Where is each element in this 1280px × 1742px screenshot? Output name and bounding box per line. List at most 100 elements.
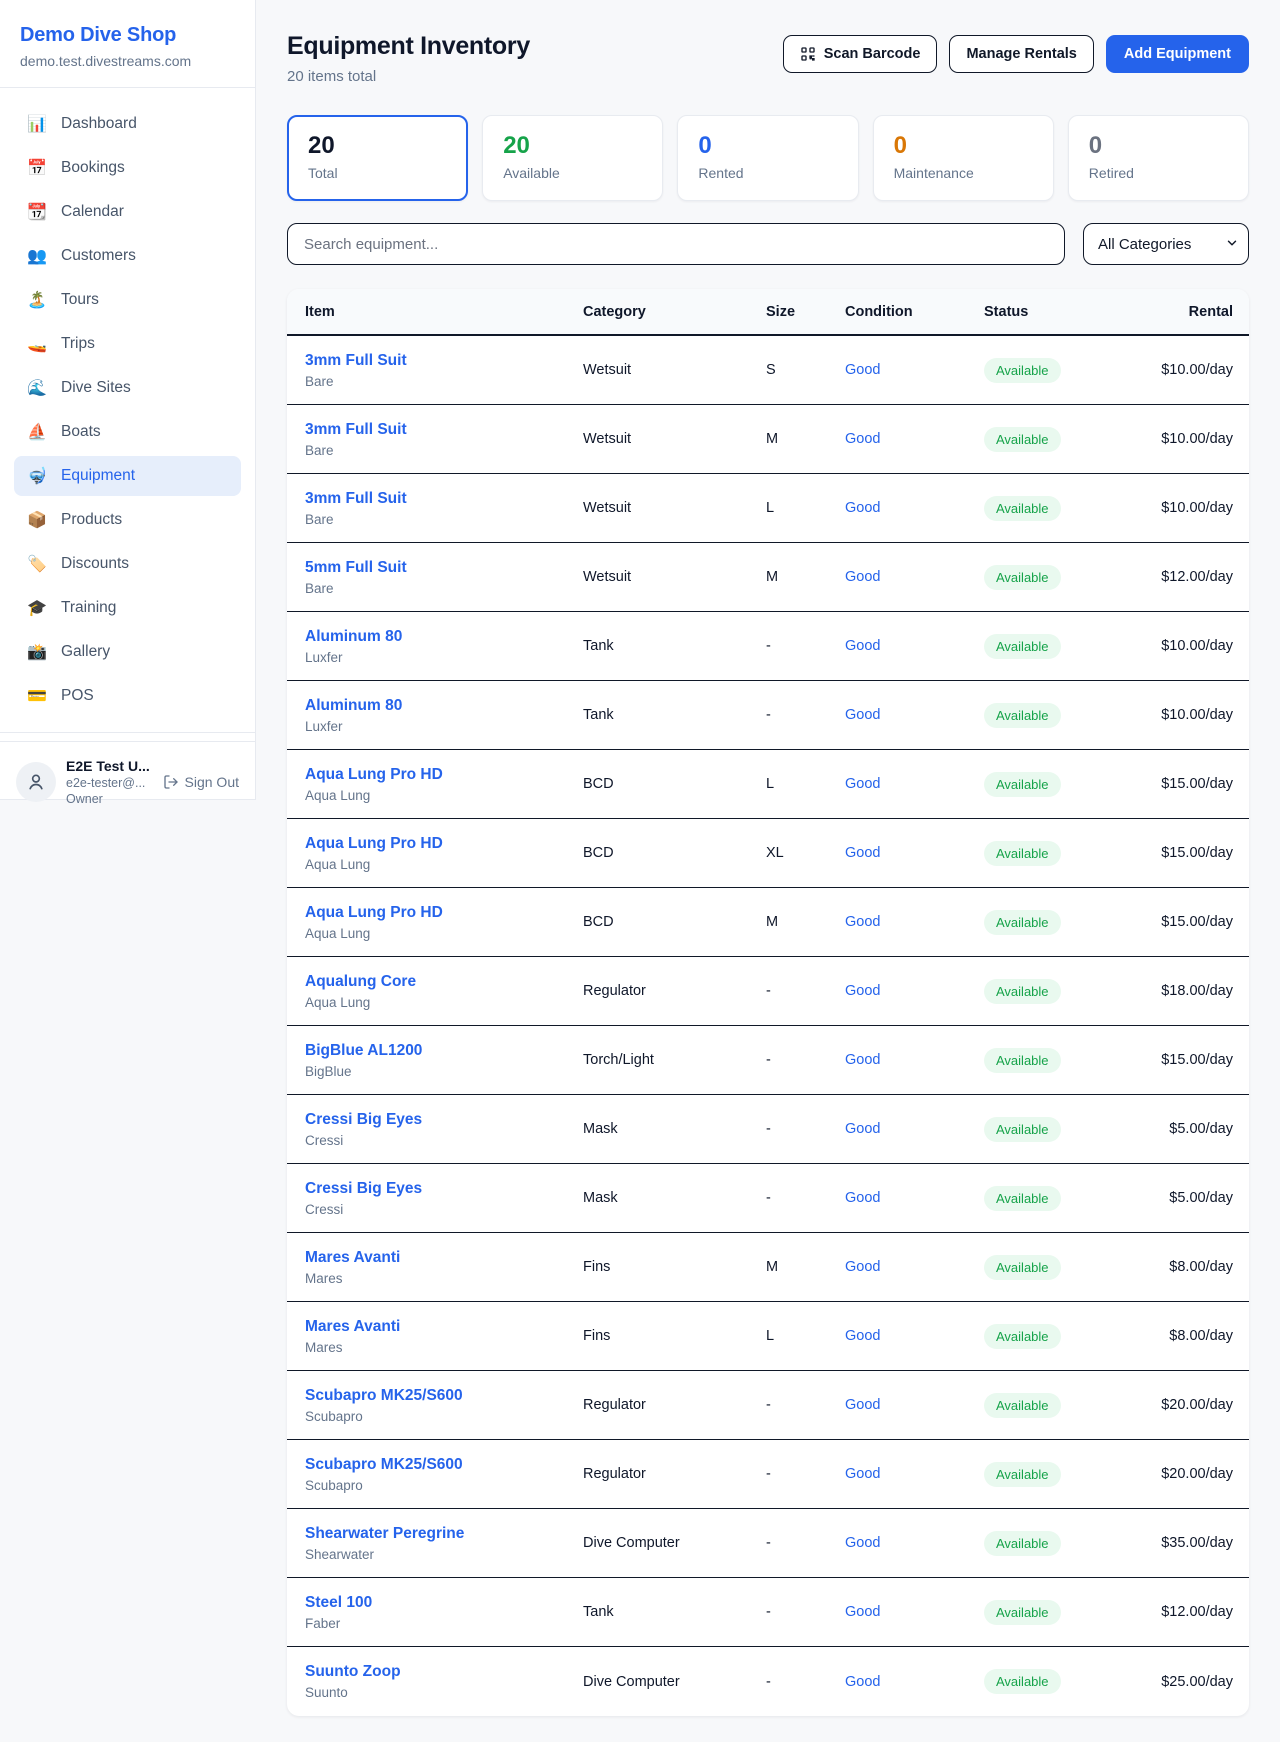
item-name-link[interactable]: Aqua Lung Pro HD xyxy=(305,834,443,852)
sidebar-item-training[interactable]: 🎓 Training xyxy=(14,588,241,628)
user-block: E2E Test U... e2e-tester@... Owner Sign … xyxy=(0,741,255,806)
item-condition[interactable]: Good xyxy=(845,1604,881,1620)
table-row: 3mm Full Suit Bare Wetsuit L Good Availa… xyxy=(287,474,1249,543)
item-condition[interactable]: Good xyxy=(845,914,881,930)
sidebar-item-products[interactable]: 📦 Products xyxy=(14,500,241,540)
item-rental-rate: $18.00/day xyxy=(1161,983,1233,999)
add-equipment-button[interactable]: Add Equipment xyxy=(1105,35,1249,73)
item-name-link[interactable]: 3mm Full Suit xyxy=(305,351,407,369)
item-size: - xyxy=(766,1121,771,1137)
item-name-link[interactable]: Shearwater Peregrine xyxy=(305,1524,465,1542)
item-condition[interactable]: Good xyxy=(845,1052,881,1068)
item-condition[interactable]: Good xyxy=(845,1397,881,1413)
item-condition[interactable]: Good xyxy=(845,983,881,999)
search-input[interactable] xyxy=(287,223,1065,265)
item-name-link[interactable]: BigBlue AL1200 xyxy=(305,1041,423,1059)
stat-card-rented[interactable]: 0 Rented xyxy=(677,115,859,201)
item-name-link[interactable]: 5mm Full Suit xyxy=(305,558,407,576)
item-condition[interactable]: Good xyxy=(845,1535,881,1551)
item-category: Regulator xyxy=(583,983,646,999)
item-condition[interactable]: Good xyxy=(845,1328,881,1344)
item-rental-rate: $8.00/day xyxy=(1169,1259,1233,1275)
item-condition[interactable]: Good xyxy=(845,707,881,723)
manage-rentals-button[interactable]: Manage Rentals xyxy=(949,35,1094,73)
item-name-link[interactable]: 3mm Full Suit xyxy=(305,489,407,507)
item-condition[interactable]: Good xyxy=(845,1190,881,1206)
item-name-link[interactable]: Steel 100 xyxy=(305,1593,373,1611)
item-condition[interactable]: Good xyxy=(845,1673,881,1690)
item-name-link[interactable]: Cressi Big Eyes xyxy=(305,1179,423,1197)
customers-icon: 👥 xyxy=(27,248,47,265)
item-category: Mask xyxy=(583,1190,618,1206)
item-name-link[interactable]: 3mm Full Suit xyxy=(305,420,407,438)
stat-label: Rented xyxy=(698,165,744,181)
sidebar-item-pos[interactable]: 💳 POS xyxy=(14,676,241,716)
stat-label: Available xyxy=(503,165,560,181)
item-name-link[interactable]: Mares Avanti xyxy=(305,1317,401,1335)
equipment-icon: 🤿 xyxy=(27,468,47,485)
sidebar-item-tours[interactable]: 🏝️ Tours xyxy=(14,280,241,320)
status-badge: Available xyxy=(984,1669,1061,1694)
status-badge: Available xyxy=(984,1461,1061,1487)
item-name-link[interactable]: Cressi Big Eyes xyxy=(305,1110,423,1128)
item-category: Dive Computer xyxy=(583,1673,680,1690)
item-category: BCD xyxy=(583,845,614,861)
stat-card-maintenance[interactable]: 0 Maintenance xyxy=(872,115,1054,201)
item-name-link[interactable]: Aluminum 80 xyxy=(305,696,403,714)
item-condition[interactable]: Good xyxy=(845,1259,881,1275)
brand-title[interactable]: Demo Dive Shop xyxy=(20,24,177,46)
sidebar-item-dive-sites[interactable]: 🌊 Dive Sites xyxy=(14,368,241,408)
item-rental-rate: $10.00/day xyxy=(1161,638,1233,654)
sidebar-item-label: Bookings xyxy=(61,159,125,176)
sign-out-label: Sign Out xyxy=(184,774,239,790)
item-name-link[interactable]: Scubapro MK25/S600 xyxy=(305,1386,463,1404)
item-condition[interactable]: Good xyxy=(845,362,881,378)
sidebar-item-trips[interactable]: 🚤 Trips xyxy=(14,324,241,364)
sidebar-item-customers[interactable]: 👥 Customers xyxy=(14,236,241,276)
item-name-link[interactable]: Suunto Zoop xyxy=(305,1663,401,1680)
dashboard-icon: 📊 xyxy=(27,116,47,133)
item-condition[interactable]: Good xyxy=(845,776,881,792)
sidebar-item-bookings[interactable]: 📅 Bookings xyxy=(14,148,241,188)
stat-card-retired[interactable]: 0 Retired xyxy=(1067,115,1249,201)
sidebar: Demo Dive Shop demo.test.divestreams.com… xyxy=(0,0,256,806)
sidebar-nav: 📊 Dashboard 📅 Bookings 📆 Calendar 👥 Cust… xyxy=(0,88,255,724)
column-header-item: Item xyxy=(305,303,335,320)
sign-out-button[interactable]: Sign Out xyxy=(163,774,239,790)
item-condition[interactable]: Good xyxy=(845,1121,881,1137)
item-condition[interactable]: Good xyxy=(845,431,881,447)
item-category: Fins xyxy=(583,1259,611,1275)
item-brand: Luxfer xyxy=(305,718,343,734)
item-condition[interactable]: Good xyxy=(845,845,881,861)
table-row: Cressi Big Eyes Cressi Mask - Good Avail… xyxy=(287,1095,1249,1164)
item-name-link[interactable]: Mares Avanti xyxy=(305,1248,401,1266)
item-name-link[interactable]: Aqua Lung Pro HD xyxy=(305,765,443,783)
scan-barcode-button[interactable]: Scan Barcode xyxy=(782,35,938,73)
item-name-link[interactable]: Aqualung Core xyxy=(305,972,417,990)
item-brand: Aqua Lung xyxy=(305,787,371,803)
sidebar-item-gallery[interactable]: 📸 Gallery xyxy=(14,632,241,672)
column-header-rental: Rental xyxy=(1188,303,1233,320)
stat-card-total[interactable]: 20 Total xyxy=(287,115,469,201)
stat-card-available[interactable]: 20 Available xyxy=(482,115,664,201)
item-condition[interactable]: Good xyxy=(845,500,881,516)
person-icon xyxy=(29,774,43,790)
item-name-link[interactable]: Scubapro MK25/S600 xyxy=(305,1455,463,1473)
item-category: Dive Computer xyxy=(583,1535,680,1551)
item-size: L xyxy=(766,500,775,516)
sidebar-item-dashboard[interactable]: 📊 Dashboard xyxy=(14,104,241,144)
sidebar-item-calendar[interactable]: 📆 Calendar xyxy=(14,192,241,232)
item-condition[interactable]: Good xyxy=(845,638,881,654)
item-name-link[interactable]: Aqua Lung Pro HD xyxy=(305,903,443,921)
sidebar-item-boats[interactable]: ⛵ Boats xyxy=(14,412,241,452)
item-name-link[interactable]: Aluminum 80 xyxy=(305,627,403,645)
table-row: Mares Avanti Mares Fins M Good Available… xyxy=(287,1233,1249,1302)
brand-domain: demo.test.divestreams.com xyxy=(20,53,192,69)
sidebar-item-equipment[interactable]: 🤿 Equipment xyxy=(14,456,241,496)
item-condition[interactable]: Good xyxy=(845,569,881,585)
sidebar-item-discounts[interactable]: 🏷️ Discounts xyxy=(14,544,241,584)
category-select[interactable]: All Categories xyxy=(1083,223,1249,265)
item-rental-rate: $5.00/day xyxy=(1169,1121,1233,1137)
item-condition[interactable]: Good xyxy=(845,1466,881,1482)
pos-icon: 💳 xyxy=(27,688,47,705)
